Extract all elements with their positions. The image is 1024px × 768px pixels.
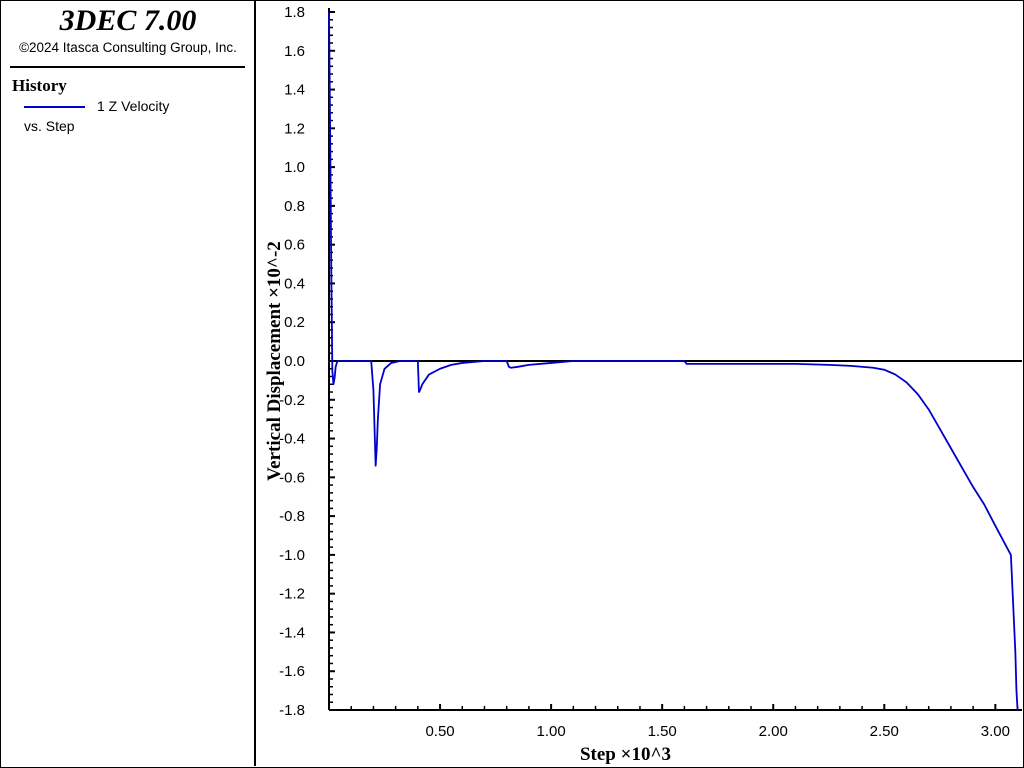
copyright-text: ©2024 Itasca Consulting Group, Inc. (19, 40, 237, 55)
chart-plot: 1.8 1.6 1.4 1.2 1.0 0.8 0.6 0.4 0.2 0.0 -0.2 -0.4 -0… (264, 4, 1022, 765)
x-tick-label: 2.00 (759, 723, 788, 740)
y-tick-label: 0.8 (284, 198, 305, 215)
tick-labels: 1.8 1.6 1.4 1.2 1.0 0.8 0.6 0.4 0.2 0.0 -0.2 -0.4 -0… (279, 4, 1010, 740)
x-tick-label: 1.00 (537, 723, 566, 740)
tick-marks (329, 11, 1019, 711)
series-line (328, 11, 1019, 711)
x-axis-title: Step ×10^3 (580, 744, 671, 765)
legend-panel: 3DEC 7.00 ©2024 Itasca Consulting Group,… (0, 0, 256, 766)
legend-divider (10, 66, 245, 68)
app-title: 3DEC 7.00 (59, 4, 197, 37)
series-vs-label: vs. Step (24, 118, 75, 134)
y-tick-label: -1.8 (279, 702, 305, 719)
y-tick-label: 0.4 (284, 275, 305, 292)
x-tick-label: 0.50 (425, 723, 454, 740)
y-tick-label: 1.0 (284, 159, 305, 176)
y-tick-label: -1.2 (279, 586, 305, 603)
y-tick-label: -0.2 (279, 392, 305, 409)
y-tick-label: -1.6 (279, 663, 305, 680)
y-tick-label: -0.4 (279, 431, 305, 448)
y-tick-label: -0.8 (279, 508, 305, 525)
y-tick-label: 0.0 (284, 353, 305, 370)
x-tick-label: 1.50 (648, 723, 677, 740)
series-label: 1 Z Velocity (97, 98, 170, 114)
y-tick-label: -1.0 (279, 547, 305, 564)
series-group (328, 11, 1019, 711)
x-tick-label: 3.00 (981, 723, 1010, 740)
series-swatch (24, 106, 85, 108)
y-tick-label: 1.6 (284, 43, 305, 60)
y-tick-label: -1.4 (279, 624, 305, 641)
legend-heading: History (12, 76, 67, 95)
y-axis-title: Vertical Displacement ×10^-2 (264, 241, 285, 481)
y-tick-label: 0.6 (284, 237, 305, 254)
y-tick-label: 1.2 (284, 120, 305, 137)
y-tick-label: -0.6 (279, 469, 305, 486)
y-tick-label: 1.8 (284, 4, 305, 21)
x-tick-label: 2.50 (870, 723, 899, 740)
y-tick-label: 1.4 (284, 82, 305, 99)
axes (328, 8, 1022, 711)
y-tick-label: 0.2 (284, 314, 305, 331)
